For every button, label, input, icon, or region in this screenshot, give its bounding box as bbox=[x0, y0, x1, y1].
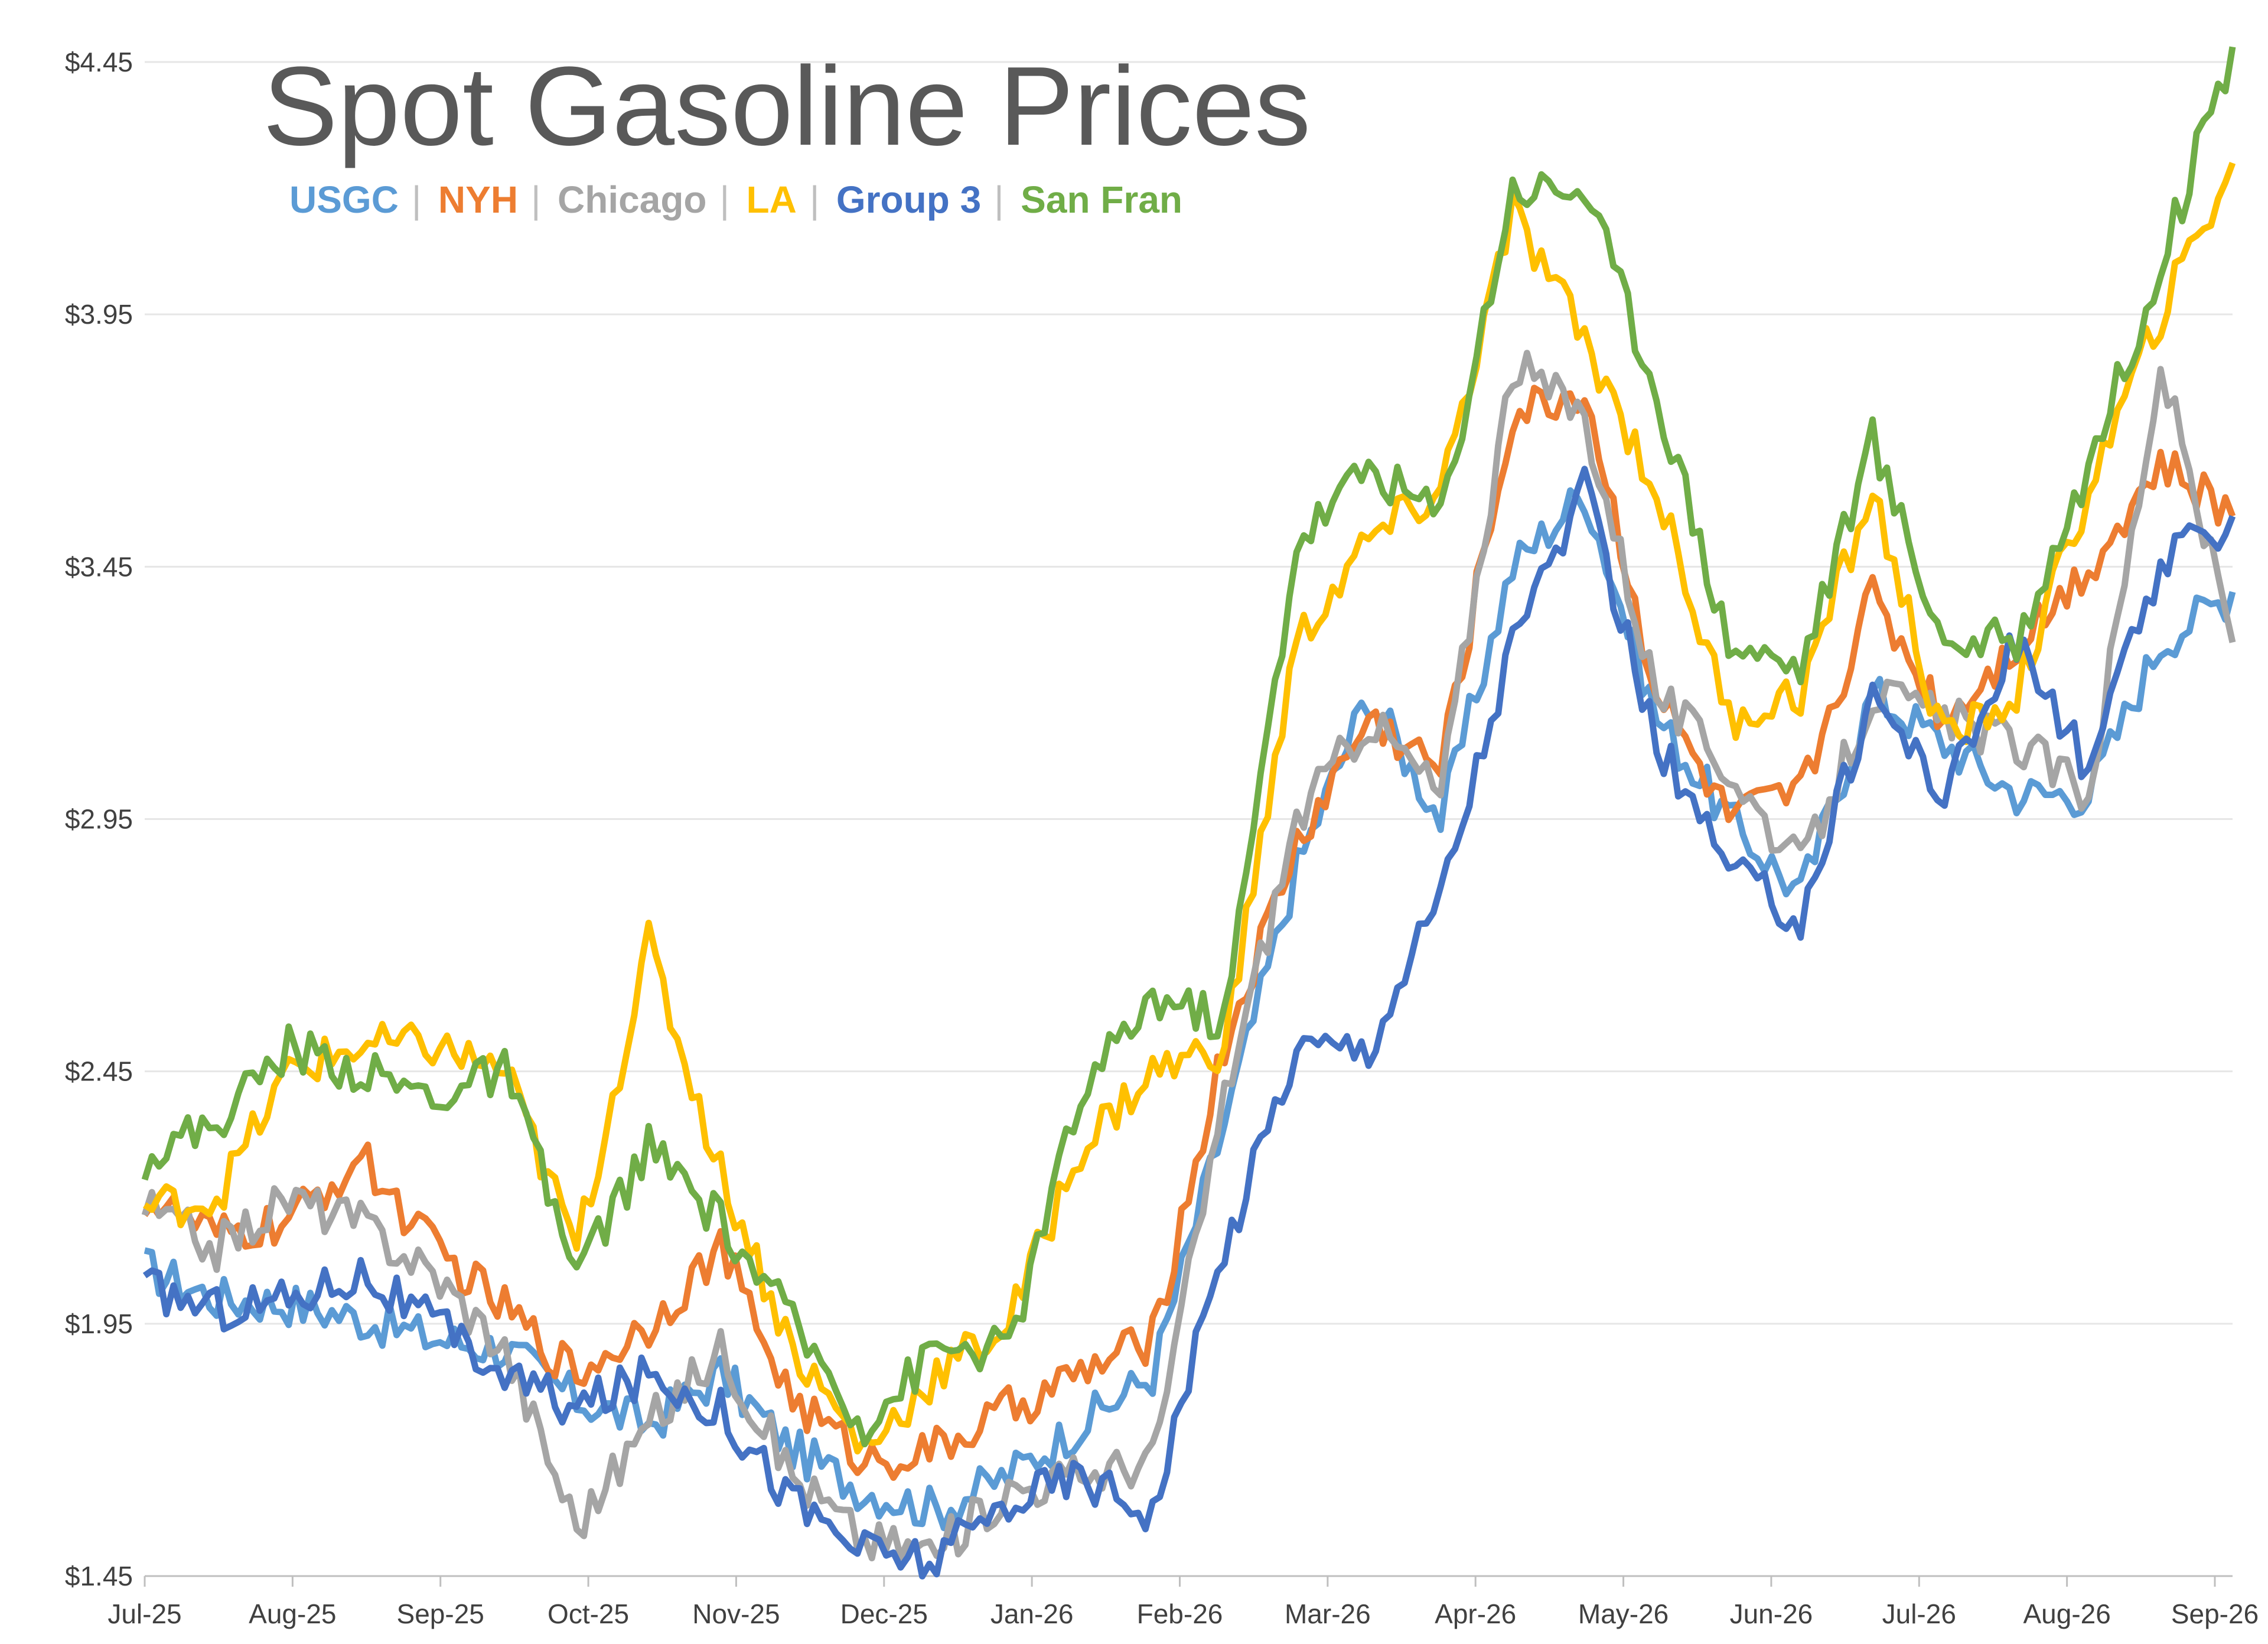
y-tick-label: $2.95 bbox=[65, 804, 133, 835]
x-tick-label: Sep-25 bbox=[397, 1599, 484, 1629]
x-tick-label: Dec-25 bbox=[840, 1599, 928, 1629]
legend: USGC | NYH | Chicago | LA | Group 3 | San Fran bbox=[289, 178, 1182, 221]
x-tick-label: Jul-26 bbox=[1882, 1599, 1956, 1629]
x-tick-label: Jul-25 bbox=[107, 1599, 181, 1629]
x-tick-label: Sep-26 bbox=[2171, 1599, 2259, 1629]
x-tick-label: Jan-26 bbox=[990, 1599, 1074, 1629]
x-tick-label: Jun-26 bbox=[1730, 1599, 1813, 1629]
axes: $1.45 $1.95 $2.45 $2.95 $3.45 $3.95 $4.45 Jul-2… bbox=[65, 47, 2259, 1629]
legend-separator: | bbox=[994, 178, 1004, 221]
series-line-san-fran bbox=[141, 46, 2236, 1448]
x-tick-label: Feb-26 bbox=[1137, 1599, 1223, 1629]
y-tick-label: $1.95 bbox=[65, 1308, 133, 1339]
series-line-la bbox=[143, 161, 2236, 1455]
legend-entry-group-3: Group 3 bbox=[836, 178, 981, 221]
x-tick-label: Oct-25 bbox=[548, 1599, 629, 1629]
x-tick-label: Aug-25 bbox=[249, 1599, 336, 1629]
legend-entry-san-fran: San Fran bbox=[1021, 178, 1182, 221]
legend-separator: | bbox=[810, 178, 820, 221]
series-line-group-3 bbox=[142, 465, 2236, 1580]
x-tick-label: Mar-26 bbox=[1285, 1599, 1371, 1629]
y-tick-label: $3.45 bbox=[65, 551, 133, 582]
x-tick-label: Apr-26 bbox=[1435, 1599, 1516, 1629]
chart-title: Spot Gasoline Prices bbox=[263, 44, 1311, 169]
x-tick-label: Nov-25 bbox=[692, 1599, 780, 1629]
legend-entry-chicago: Chicago bbox=[558, 178, 706, 221]
x-tick-label: May-26 bbox=[1578, 1599, 1669, 1629]
y-tick-label: $4.45 bbox=[65, 47, 133, 77]
legend-separator: | bbox=[412, 178, 422, 221]
y-tick-label: $3.95 bbox=[65, 299, 133, 330]
y-tick-label: $2.45 bbox=[65, 1056, 133, 1087]
legend-separator: | bbox=[531, 178, 541, 221]
legend-separator: | bbox=[720, 178, 730, 221]
series-line-nyh bbox=[142, 385, 2236, 1481]
x-tick-label: Aug-26 bbox=[2023, 1599, 2110, 1629]
legend-entry-nyh: NYH bbox=[438, 178, 518, 221]
legend-entry-usgc: USGC bbox=[289, 178, 399, 221]
gridlines bbox=[145, 61, 2233, 1577]
y-tick-label: $1.45 bbox=[65, 1561, 133, 1591]
legend-entry-la: LA bbox=[747, 178, 797, 221]
series-line-chicago bbox=[141, 350, 2236, 1562]
series-lines bbox=[141, 46, 2236, 1580]
